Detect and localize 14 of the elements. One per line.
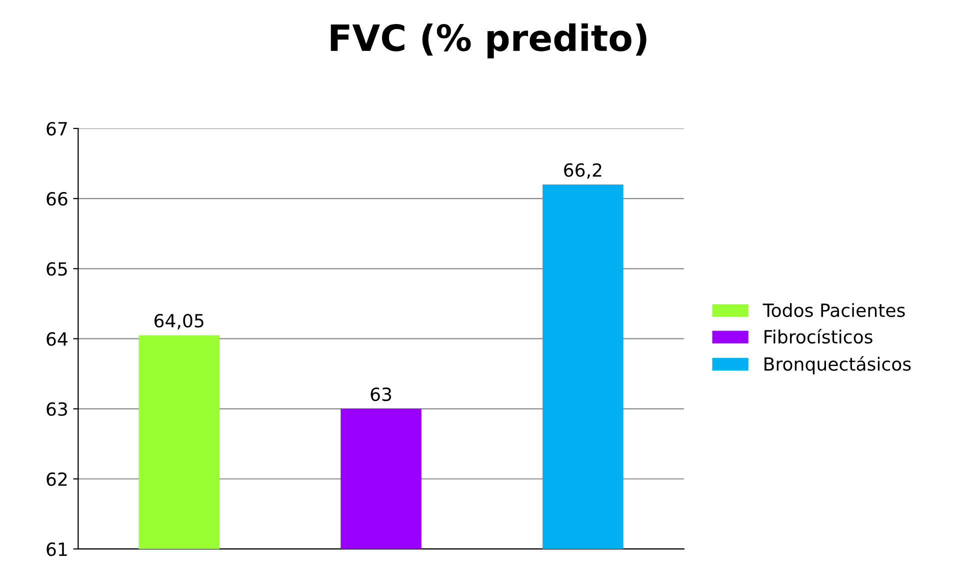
- y-tick-label: 65: [46, 262, 67, 276]
- y-tick-label: 63: [46, 402, 67, 416]
- chart-title: FVC (% predito): [330, 23, 646, 58]
- y-tick-label: 66: [46, 192, 68, 206]
- legend-label: Bronquectásicos: [764, 356, 911, 374]
- legend-label: Todos Pacientes: [762, 303, 905, 318]
- legend-label: Fibrocísticos: [764, 328, 872, 344]
- y-tick-label: 67: [46, 122, 67, 136]
- y-tick-label: 62: [46, 472, 67, 486]
- data-label: 63: [370, 387, 392, 402]
- y-tick-label: 61: [46, 542, 67, 556]
- data-label: 64,05: [154, 314, 204, 330]
- y-tick-label: 64: [46, 332, 68, 346]
- data-label: 66,2: [564, 163, 602, 179]
